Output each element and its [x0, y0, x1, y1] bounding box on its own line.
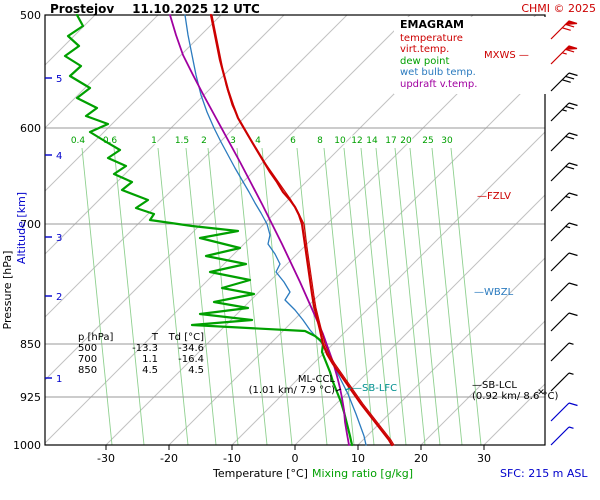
mxws-label: MXWS — — [484, 50, 529, 61]
legend-item-wet-bulb: wet bulb temp. — [400, 67, 476, 78]
mixing-ratio-label: 4 — [255, 136, 261, 146]
wind-barbs — [550, 20, 578, 446]
wind-barb — [550, 45, 578, 65]
mixing-ratio-label: 1 — [151, 136, 157, 146]
pressure-tick-label: 600 — [20, 122, 41, 135]
wind-barb — [550, 222, 578, 242]
legend-title: EMAGRAM — [400, 18, 464, 31]
mixing-ratio-axis-label: Mixing ratio [g/kg] — [312, 467, 414, 480]
copyright: CHMI © 2025 — [521, 2, 596, 15]
mixing-ratio-label: 14 — [366, 136, 378, 146]
temperature-tick-label: 10 — [351, 452, 365, 465]
level-table-header: p [hPa] T Td [°C] — [78, 332, 204, 343]
mixing-ratio-label: 17 — [385, 136, 396, 146]
pressure-gridlines — [45, 127, 545, 398]
temperature-axis-label: Temperature [°C] — [213, 467, 308, 480]
mixing-ratio-label: 10 — [334, 136, 346, 146]
mixing-ratio-label: 2 — [201, 136, 207, 146]
wind-barb — [550, 192, 578, 212]
wind-barb — [550, 162, 578, 182]
altitude-axis-title: Altitude [km] — [15, 192, 28, 264]
wet-bulb-zero-label: —WBZL — [474, 287, 514, 298]
level-markers: ✕ — [335, 387, 545, 398]
mixing-ratio-label: 20 — [400, 136, 412, 146]
altitude-tick-label: 4 — [56, 151, 62, 162]
col-temp: T — [151, 332, 158, 343]
chart-header: Prostejov 11.10.2025 12 UTC — [50, 2, 260, 16]
wind-barb — [550, 102, 578, 122]
wind-barb — [550, 282, 578, 302]
temperature-tick-labels: -30 -20 -10 0 10 20 30 — [97, 445, 491, 465]
updraft-virt-temp-curve — [169, 14, 350, 446]
legend: EMAGRAM temperature virt.temp. dew point… — [394, 17, 548, 94]
station-name: Prostejov — [50, 2, 115, 16]
ml-ccl-label: ML-CCL (1.01 km/ 7.9 °C) — [248, 374, 335, 396]
altitude-tick-labels: 5 4 3 2 1 — [45, 74, 62, 385]
pressure-tick-label: 500 — [20, 9, 41, 22]
sb-lfc-label: —SB-LFC — [352, 383, 398, 394]
pressure-tick-labels: 500 600 700 850 925 1000 — [13, 9, 41, 452]
pressure-tick-label: 1000 — [13, 439, 41, 452]
mixing-ratio-label: 6 — [290, 136, 296, 146]
altitude-tick-label: 1 — [56, 374, 62, 385]
mixing-ratio-label: 30 — [441, 136, 453, 146]
wind-barb — [550, 72, 578, 92]
legend-item-dew-point: dew point — [400, 55, 450, 67]
temperature-tick-label: 30 — [477, 452, 491, 465]
table-row: 700 1.1 -16.4 — [78, 354, 204, 365]
mixing-ratio-label: 12 — [351, 136, 362, 146]
altitude-tick-label: 2 — [56, 292, 62, 303]
wind-barb — [550, 132, 578, 152]
surface-elevation-label: SFC: 215 m ASL — [500, 467, 588, 480]
legend-item-temperature: temperature — [400, 32, 463, 44]
wind-barb — [550, 252, 578, 272]
freezing-level-label: —FZLV — [477, 191, 511, 202]
legend-item-updraft-virt-temp: updraft v.temp. — [400, 78, 478, 90]
wind-barb — [550, 20, 578, 40]
temperature-tick-label: -30 — [97, 452, 115, 465]
table-row: 500 -13.3 -34.6 — [78, 343, 204, 354]
mixing-ratio-label: 1.5 — [175, 136, 189, 146]
mixing-ratio-label: 0.6 — [103, 136, 118, 146]
mixing-ratio-label: 0.4 — [71, 136, 86, 146]
pressure-tick-label: 850 — [20, 338, 41, 351]
mixing-ratio-labels: 0.4 0.6 1 1.5 2 3 4 6 8 10 12 14 17 20 25 30 — [70, 135, 455, 148]
dew-point-curve — [63, 13, 354, 447]
wet-bulb-curve — [184, 14, 367, 446]
level-marker-dash — [344, 387, 352, 391]
lcl-marker: ✕ — [537, 388, 545, 398]
legend-item-virt-temp: virt.temp. — [400, 44, 450, 55]
temperature-tick-label: 0 — [292, 452, 299, 465]
temperature-curve — [209, 13, 394, 447]
level-table: p [hPa] T Td [°C] 500 -13.3 -34.6 700 1.… — [78, 332, 204, 376]
table-row: 850 4.5 4.5 — [78, 365, 204, 376]
temperature-tick-label: -10 — [223, 452, 241, 465]
sb-lcl-label: —SB-LCL (0.92 km/ 8.6 °C) — [472, 380, 559, 402]
mixing-ratio-lines — [81, 147, 482, 446]
col-dewpoint: Td [°C] — [168, 332, 204, 343]
wind-barb — [550, 402, 578, 422]
altitude-tick-label: 5 — [56, 74, 62, 85]
level-marker-dash — [335, 388, 342, 392]
pressure-axis-title: Pressure [hPa] — [1, 251, 14, 330]
temperature-tick-label: -20 — [160, 452, 178, 465]
mixing-ratio-label: 25 — [422, 136, 433, 146]
wind-barb — [550, 426, 574, 446]
pressure-tick-label: 925 — [20, 391, 41, 404]
col-pressure: p [hPa] — [78, 332, 114, 343]
temperature-tick-label: 20 — [414, 452, 428, 465]
sounding-datetime: 11.10.2025 12 UTC — [132, 2, 260, 16]
wind-barb — [550, 312, 578, 332]
mixing-ratio-label: 8 — [317, 136, 323, 146]
wind-barb — [550, 372, 574, 392]
altitude-tick-label: 3 — [56, 233, 62, 244]
wind-barb — [550, 342, 574, 362]
pressure-tick-label: 700 — [20, 218, 41, 231]
mixing-ratio-label: 3 — [230, 136, 236, 146]
